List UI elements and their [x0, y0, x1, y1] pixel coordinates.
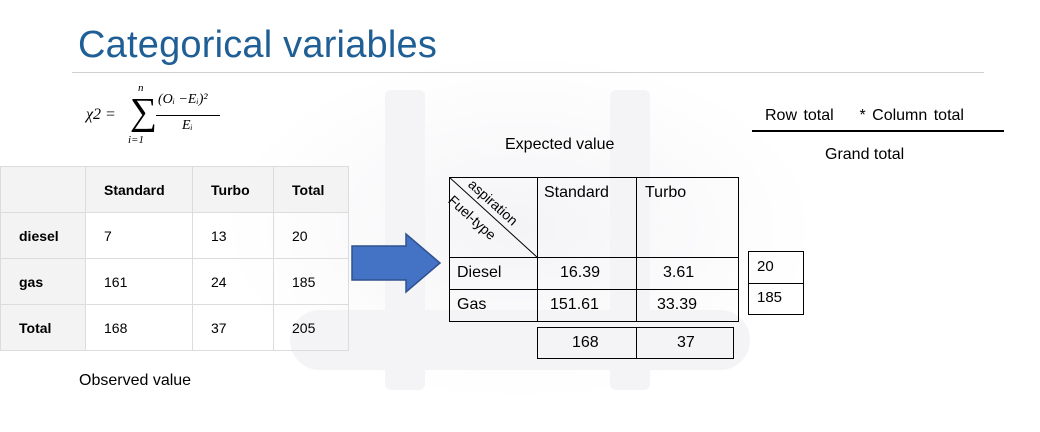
table-cell: 33.39	[636, 289, 739, 322]
row-total-diesel: 20	[748, 251, 804, 284]
column-header-turbo: Turbo	[636, 177, 739, 258]
row-label: Total	[0, 304, 86, 351]
header-cell: Standard	[85, 166, 193, 213]
row-label-diesel: Diesel	[449, 257, 538, 290]
row-label: gas	[0, 258, 86, 305]
fraction-denominator: Grand total	[825, 146, 905, 163]
fraction-bar	[752, 130, 1004, 132]
header-cell: Turbo	[192, 166, 274, 213]
column-total-turbo: 37	[636, 327, 734, 359]
table-cell: 20	[273, 212, 349, 259]
formula-denominator: Eᵢ	[182, 118, 193, 133]
observed-table: Standard Turbo Total diesel 7 13 20 gas …	[0, 166, 349, 351]
column-total-standard: 168	[537, 327, 637, 359]
table-cell: 151.61	[537, 289, 637, 322]
table-cell: 13	[192, 212, 274, 259]
table-cell: 3.61	[636, 257, 739, 290]
header-cell	[0, 166, 86, 213]
table-cell: 168	[85, 304, 193, 351]
row-total-gas: 185	[748, 283, 804, 315]
title-divider	[72, 72, 984, 73]
chi-square-formula: χ2 = n ∑ i=1 (Oᵢ −Eᵢ)² Eᵢ	[86, 82, 256, 152]
formula-lhs: χ2 =	[86, 106, 116, 123]
table-cell: 185	[273, 258, 349, 305]
formula-lower-limit: i=1	[128, 134, 144, 146]
header-cell: Total	[273, 166, 349, 213]
formula-numerator: (Oᵢ −Eᵢ)²	[158, 92, 208, 107]
expected-value-caption: Expected value	[505, 136, 615, 153]
table-cell: 37	[192, 304, 274, 351]
table-header-row: Standard Turbo Total	[0, 166, 349, 213]
table-cell: 205	[273, 304, 349, 351]
fraction-numerator: Row total * Column total	[765, 107, 964, 124]
diagonal-line	[449, 177, 538, 258]
right-arrow-icon	[351, 232, 442, 294]
table-cell: 16.39	[537, 257, 637, 290]
formula-upper-limit: n	[138, 82, 144, 94]
table-row: gas 161 24 185	[0, 258, 349, 305]
table-row: Total 168 37 205	[0, 304, 349, 351]
corner-cell: aspiration Fuel-type	[445, 176, 538, 258]
column-header-standard: Standard	[537, 177, 637, 258]
row-label: diesel	[0, 212, 86, 259]
formula-fraction-bar	[156, 115, 220, 116]
slide-title: Categorical variables	[78, 24, 438, 66]
row-label-gas: Gas	[449, 289, 538, 322]
observed-value-caption: Observed value	[79, 372, 192, 389]
table-row: diesel 7 13 20	[0, 212, 349, 259]
table-cell: 24	[192, 258, 274, 305]
table-cell: 7	[85, 212, 193, 259]
sigma-symbol: ∑	[130, 91, 158, 133]
table-cell: 161	[85, 258, 193, 305]
